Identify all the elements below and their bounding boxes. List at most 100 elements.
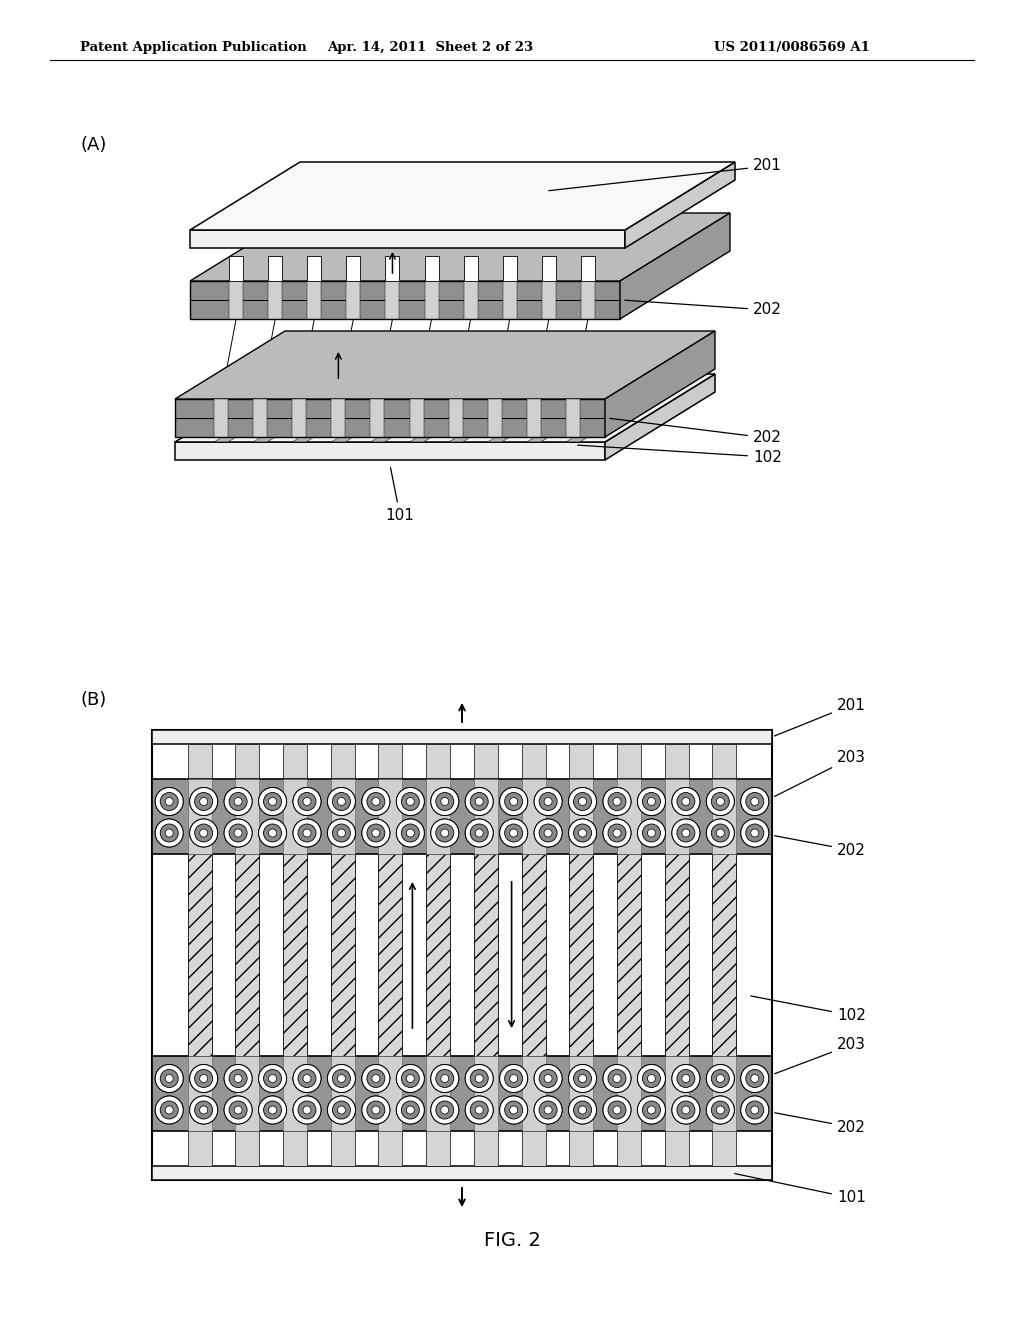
Circle shape — [568, 1096, 597, 1125]
Circle shape — [401, 1069, 420, 1088]
Bar — [665, 854, 688, 1056]
Circle shape — [189, 788, 218, 816]
Circle shape — [229, 1101, 247, 1119]
Circle shape — [677, 792, 695, 810]
Circle shape — [717, 829, 724, 837]
Bar — [616, 1131, 641, 1166]
Bar — [569, 854, 593, 1056]
Circle shape — [407, 1074, 415, 1082]
Circle shape — [535, 818, 562, 847]
Circle shape — [745, 792, 764, 810]
Bar — [665, 779, 688, 854]
Circle shape — [160, 1101, 178, 1119]
Circle shape — [568, 788, 597, 816]
Circle shape — [229, 792, 247, 810]
Circle shape — [407, 797, 415, 805]
Circle shape — [361, 818, 390, 847]
Polygon shape — [190, 281, 620, 319]
Circle shape — [707, 1064, 734, 1093]
Circle shape — [263, 1101, 282, 1119]
Circle shape — [268, 797, 276, 805]
Bar — [331, 744, 354, 779]
Circle shape — [372, 829, 380, 837]
Bar — [426, 744, 451, 779]
Circle shape — [200, 829, 208, 837]
Circle shape — [505, 792, 522, 810]
Circle shape — [677, 1069, 695, 1088]
Polygon shape — [605, 374, 715, 459]
Circle shape — [677, 1069, 695, 1088]
Circle shape — [200, 1074, 208, 1082]
Circle shape — [234, 1106, 242, 1114]
Circle shape — [603, 1096, 631, 1125]
Circle shape — [234, 829, 242, 837]
Circle shape — [751, 829, 759, 837]
Circle shape — [712, 792, 729, 810]
Circle shape — [293, 1064, 321, 1093]
Circle shape — [401, 1069, 420, 1088]
Circle shape — [263, 1069, 282, 1088]
Circle shape — [638, 1096, 666, 1125]
Bar — [474, 744, 498, 779]
Circle shape — [303, 797, 311, 805]
Circle shape — [396, 818, 424, 847]
Circle shape — [367, 792, 385, 810]
Circle shape — [740, 788, 769, 816]
Circle shape — [677, 824, 695, 842]
Circle shape — [717, 1074, 724, 1082]
Circle shape — [745, 824, 764, 842]
Circle shape — [224, 1096, 252, 1125]
Circle shape — [500, 818, 527, 847]
Circle shape — [672, 1064, 699, 1093]
Circle shape — [258, 1096, 287, 1125]
Polygon shape — [268, 256, 283, 281]
Circle shape — [707, 788, 734, 816]
Circle shape — [200, 1106, 208, 1114]
Circle shape — [470, 1069, 488, 1088]
Circle shape — [156, 818, 183, 847]
Bar — [569, 1056, 593, 1131]
Circle shape — [717, 1106, 724, 1114]
Bar — [521, 1131, 546, 1166]
Circle shape — [298, 1069, 316, 1088]
Circle shape — [401, 824, 420, 842]
Bar — [283, 854, 307, 1056]
Circle shape — [717, 829, 724, 837]
Circle shape — [328, 1096, 355, 1125]
Circle shape — [160, 1069, 178, 1088]
Circle shape — [156, 1064, 183, 1093]
Circle shape — [160, 824, 178, 842]
Polygon shape — [346, 281, 360, 319]
Circle shape — [505, 792, 522, 810]
Circle shape — [160, 1101, 178, 1119]
Circle shape — [165, 797, 173, 805]
Circle shape — [740, 788, 769, 816]
Circle shape — [298, 1069, 316, 1088]
Circle shape — [510, 797, 518, 805]
Circle shape — [396, 818, 424, 847]
Circle shape — [224, 818, 252, 847]
Circle shape — [717, 1074, 724, 1082]
Circle shape — [573, 824, 592, 842]
Circle shape — [475, 797, 483, 805]
Circle shape — [436, 824, 454, 842]
Circle shape — [712, 824, 729, 842]
Circle shape — [608, 824, 626, 842]
Circle shape — [475, 1074, 483, 1082]
Circle shape — [573, 1101, 592, 1119]
Text: 202: 202 — [775, 836, 866, 858]
Circle shape — [333, 824, 350, 842]
Circle shape — [465, 1064, 494, 1093]
Text: 201: 201 — [549, 158, 782, 190]
Circle shape — [333, 1101, 350, 1119]
Circle shape — [642, 824, 660, 842]
Circle shape — [436, 792, 454, 810]
Bar — [236, 744, 259, 779]
Circle shape — [268, 797, 276, 805]
Circle shape — [707, 1096, 734, 1125]
Circle shape — [647, 1106, 655, 1114]
Circle shape — [544, 797, 552, 805]
Circle shape — [672, 1064, 699, 1093]
Circle shape — [717, 1106, 724, 1114]
Circle shape — [751, 1074, 759, 1082]
